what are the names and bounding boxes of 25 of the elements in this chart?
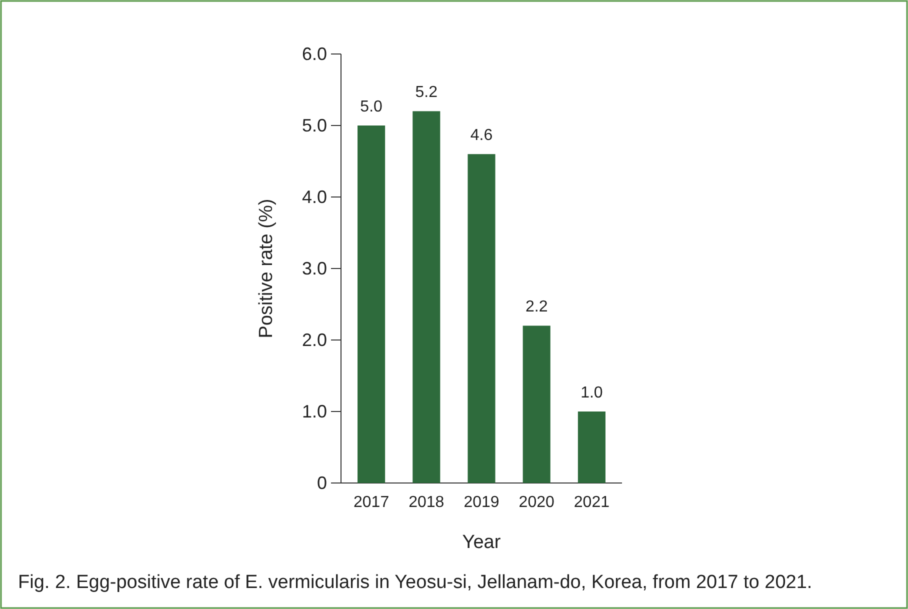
bar bbox=[578, 412, 606, 483]
data-label: 5.2 bbox=[415, 84, 438, 102]
y-tick-label: 1.0 bbox=[302, 401, 327, 422]
data-label: 4.6 bbox=[470, 127, 493, 144]
y-tick-label: 0 bbox=[316, 472, 327, 493]
y-tick-label: 2.0 bbox=[302, 330, 327, 350]
x-tick-label: 2019 bbox=[464, 494, 500, 511]
bar bbox=[522, 326, 550, 483]
data-label: 1.0 bbox=[580, 384, 603, 402]
y-axis-title: Positive rate (%) bbox=[256, 198, 277, 338]
x-tick-label: 2018 bbox=[408, 494, 444, 511]
x-tick-label: 2021 bbox=[574, 494, 610, 511]
data-label: 5.0 bbox=[360, 98, 383, 116]
y-tick-label: 4.0 bbox=[302, 186, 327, 207]
x-axis-title: Year bbox=[462, 532, 502, 553]
bar bbox=[412, 111, 440, 483]
bar bbox=[468, 154, 496, 483]
bar bbox=[358, 126, 386, 483]
data-label: 2.2 bbox=[525, 298, 548, 316]
y-tick-label: 5.0 bbox=[302, 115, 327, 136]
x-tick-label: 2017 bbox=[354, 494, 390, 511]
caption: Fig. 2. Egg-positive rate of E. vermicularis in Yeosu-si, Jellanam-do, Korea, from 2017 to 2021. bbox=[18, 572, 812, 593]
y-tick-label: 3.0 bbox=[302, 258, 327, 278]
x-tick-label: 2020 bbox=[518, 494, 554, 511]
y-tick-label: 6.0 bbox=[302, 44, 327, 64]
